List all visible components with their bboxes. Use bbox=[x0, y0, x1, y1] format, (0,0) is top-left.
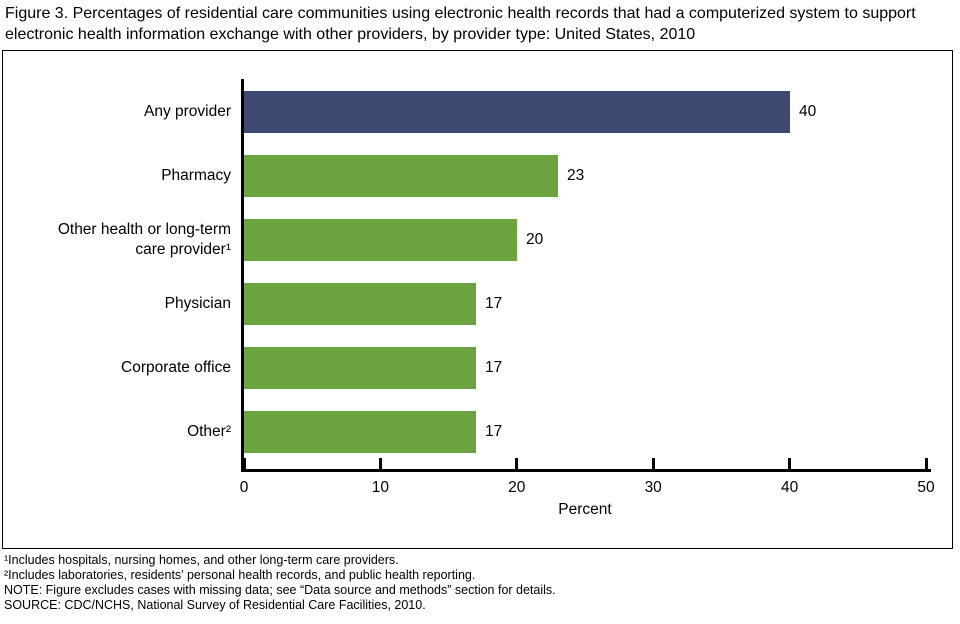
bar-value-physician: 17 bbox=[485, 295, 503, 312]
bar-pharmacy bbox=[244, 155, 558, 197]
x-tick-30 bbox=[651, 458, 655, 469]
x-tick-label-0: 0 bbox=[239, 479, 249, 496]
bar-other bbox=[244, 411, 476, 453]
x-tick-20 bbox=[515, 458, 519, 469]
x-tick-40 bbox=[788, 458, 792, 469]
x-tick-50 bbox=[924, 458, 928, 469]
footnote-1: ¹Includes hospitals, nursing homes, and … bbox=[4, 553, 399, 567]
x-tick-label-30: 30 bbox=[644, 479, 662, 496]
x-tick-0 bbox=[242, 458, 246, 469]
bar-value-other-health-or-long-term-care-provider: 20 bbox=[526, 231, 544, 248]
bar-label-other-health-or-long-term-care-provider: Other health or long-term care provider¹ bbox=[57, 221, 231, 258]
bar-label-corporate-office: Corporate office bbox=[121, 359, 231, 376]
bar-value-other: 17 bbox=[485, 423, 503, 440]
bar-label-pharmacy: Pharmacy bbox=[161, 167, 231, 184]
footnote-note: NOTE: Figure excludes cases with missing… bbox=[4, 583, 556, 597]
x-tick-label-50: 50 bbox=[917, 479, 935, 496]
bar-value-pharmacy: 23 bbox=[567, 167, 585, 184]
figure-title: Figure 3. Percentages of residential car… bbox=[5, 5, 916, 43]
x-tick-label-20: 20 bbox=[508, 479, 526, 496]
x-axis-line bbox=[241, 469, 931, 472]
bar-value-any-provider: 40 bbox=[799, 103, 817, 120]
bar-label-any-provider: Any provider bbox=[143, 103, 231, 120]
plot-area: Percent Any provider 40 Pharmacy 23 Other he… bbox=[3, 51, 952, 548]
bar-value-corporate-office: 17 bbox=[485, 359, 503, 376]
footnotes: ¹Includes hospitals, nursing homes, and … bbox=[4, 553, 954, 613]
bar-other-health-or-long-term-care-provider bbox=[244, 219, 517, 261]
y-axis-line bbox=[241, 79, 244, 472]
footnote-source: SOURCE: CDC/NCHS, National Survey of Res… bbox=[4, 598, 426, 612]
bar-physician bbox=[244, 283, 476, 325]
bar-corporate-office bbox=[244, 347, 476, 389]
bar-label-physician: Physician bbox=[164, 295, 231, 312]
x-tick-label-10: 10 bbox=[371, 479, 390, 496]
bar-any-provider bbox=[244, 91, 790, 133]
x-tick-10 bbox=[378, 458, 382, 469]
bar-label-other: Other² bbox=[187, 423, 231, 440]
footnote-2: ²Includes laboratories, residents’ perso… bbox=[4, 568, 476, 582]
x-tick-label-40: 40 bbox=[780, 479, 799, 496]
chart-frame: Percent Any provider 40 Pharmacy 23 Other he… bbox=[2, 50, 953, 549]
x-axis-title: Percent bbox=[558, 501, 612, 518]
